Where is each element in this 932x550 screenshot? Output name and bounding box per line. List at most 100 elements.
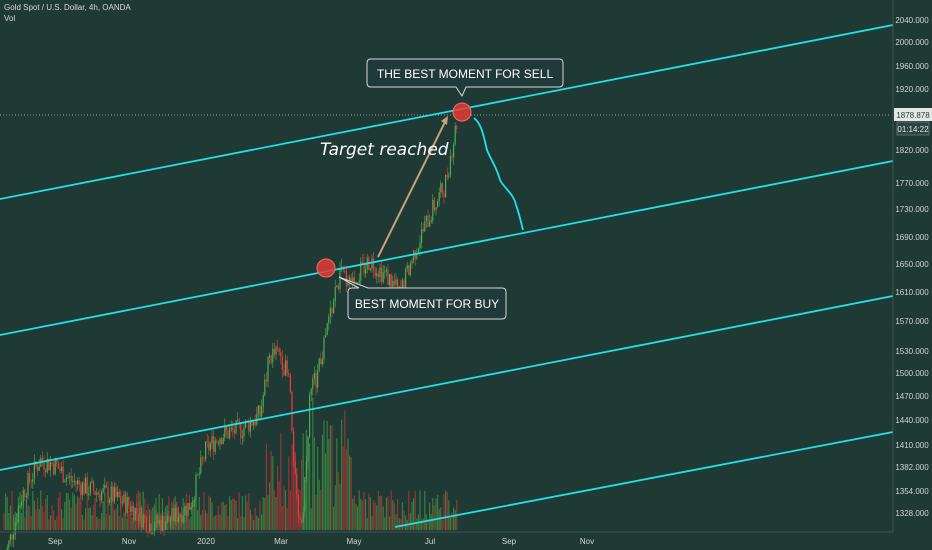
candle-body — [222, 437, 224, 444]
volume-bar — [102, 501, 104, 530]
volume-bar — [269, 482, 271, 530]
candle-body — [408, 265, 410, 276]
candle-body — [384, 271, 386, 273]
volume-bar — [310, 508, 312, 530]
buy-callout[interactable]: BEST MOMENT FOR BUY — [338, 276, 507, 320]
volume-bar — [101, 513, 103, 530]
candle-body — [317, 370, 319, 388]
candle-body — [353, 277, 355, 287]
candle-body — [280, 352, 282, 357]
volume-bar — [22, 500, 24, 530]
volume-bar — [133, 519, 135, 530]
candle-body — [80, 484, 82, 496]
candle-body — [318, 358, 320, 371]
price-tick-label: 1354.000 — [895, 487, 929, 496]
volume-bar — [353, 495, 355, 530]
volume-bar — [115, 508, 117, 530]
volume-bar — [385, 497, 387, 530]
candle-body — [61, 466, 63, 471]
candle-body — [121, 502, 123, 504]
volume-bar — [81, 514, 83, 530]
price-axis[interactable]: 2040.000 2000.000 1960.000 1920.000 1820.000… — [892, 0, 932, 532]
candle-body — [158, 520, 160, 524]
volume-bar — [429, 502, 431, 530]
candle-body — [261, 406, 263, 417]
price-tick-label: 1690.000 — [895, 233, 929, 242]
volume-bar — [222, 501, 224, 530]
candle-body — [365, 269, 367, 274]
volume-bar — [355, 503, 357, 530]
candle-body — [65, 477, 67, 482]
candle-body — [54, 458, 56, 475]
volume-bar — [230, 500, 232, 530]
volume-bar — [214, 515, 216, 530]
volume-bar — [379, 496, 381, 530]
volume-bar — [317, 446, 319, 530]
volume-bar — [46, 495, 48, 530]
candle-body — [257, 405, 259, 414]
candle-body — [197, 474, 199, 476]
candle-body — [296, 473, 298, 495]
volume-bar — [416, 518, 418, 530]
candle-body — [398, 286, 400, 289]
candle-body — [325, 335, 327, 338]
candle-body — [101, 491, 103, 501]
volume-bar — [441, 519, 443, 530]
volume-bar — [219, 514, 221, 530]
sell-callout[interactable]: THE BEST MOMENT FOR SELL — [366, 58, 564, 98]
candle-body — [345, 271, 347, 286]
volume-bar — [373, 500, 375, 530]
sell-marker[interactable] — [452, 102, 472, 122]
volume-bar — [198, 496, 200, 530]
candle-body — [133, 505, 135, 521]
candle-body — [190, 506, 192, 510]
volume-bar — [96, 516, 98, 530]
candle-body — [293, 431, 295, 461]
volume-bar — [126, 518, 128, 530]
volume-bar — [184, 517, 186, 530]
volume-bar — [93, 504, 95, 530]
volume-bar — [206, 513, 208, 530]
candle-body — [126, 497, 128, 513]
price-tick-label: 1440.000 — [895, 416, 929, 425]
volume-bar — [120, 492, 122, 530]
volume-bar — [272, 456, 274, 530]
buy-marker[interactable] — [316, 258, 336, 278]
candle-body — [419, 243, 421, 249]
candle-body — [8, 540, 10, 548]
candle-body — [62, 466, 64, 483]
candle-body — [25, 496, 27, 498]
volume-bar — [62, 517, 64, 530]
volume-bar — [41, 505, 43, 530]
volume-bar — [326, 420, 328, 530]
volume-bar — [432, 498, 434, 530]
volume-bar — [193, 499, 195, 530]
candle-body — [115, 487, 117, 497]
projection-curve[interactable] — [473, 117, 524, 231]
volume-bar — [414, 490, 416, 530]
candle-body — [35, 461, 37, 467]
volume-bar — [89, 507, 91, 530]
candle-body — [128, 497, 130, 506]
volume-bar — [337, 472, 339, 530]
candle-body — [193, 500, 195, 501]
candle-body — [59, 468, 61, 471]
candle-body — [376, 273, 378, 277]
time-axis[interactable]: Sep Nov 2020 Mar May Jul Sep Nov — [0, 531, 893, 546]
volume-bar — [382, 506, 384, 530]
candle-body — [69, 475, 71, 478]
target-arrow[interactable] — [377, 116, 448, 258]
volume-bar — [232, 498, 234, 530]
volume-bar — [323, 420, 325, 530]
candle-body — [163, 515, 165, 531]
candle-body — [275, 347, 277, 355]
candle-body — [64, 481, 66, 483]
channel-lines[interactable] — [0, 24, 894, 528]
candle-body — [299, 515, 301, 521]
candle-body — [405, 268, 407, 291]
candle-body — [286, 360, 288, 373]
candle-body — [57, 463, 59, 469]
volume-bar — [419, 490, 421, 530]
candle-body — [323, 337, 325, 360]
